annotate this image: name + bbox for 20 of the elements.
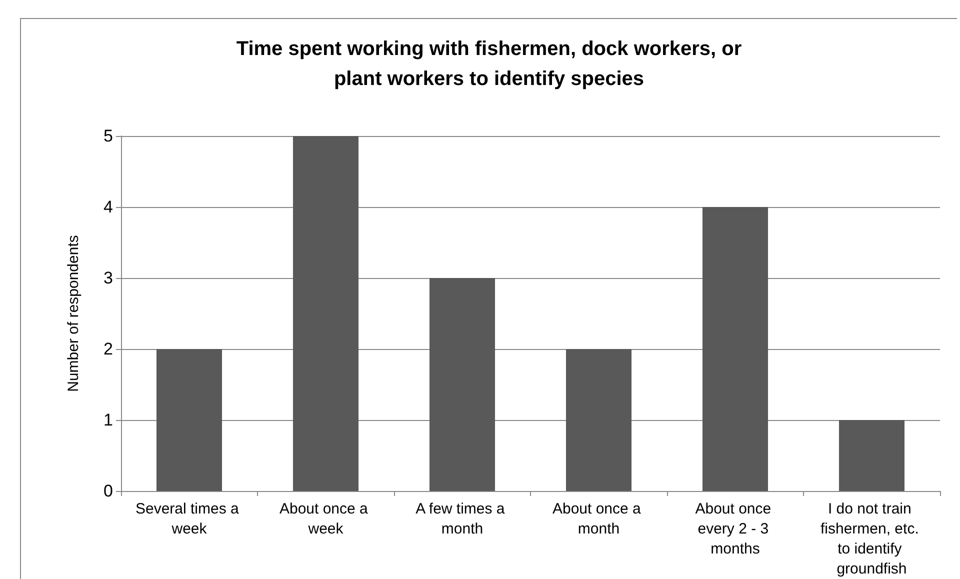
x-tick-label: About once every 2 - 3 months — [695, 500, 776, 558]
bar — [156, 349, 222, 491]
chart-title: Time spent working with fishermen, dock workers, or plant workers to identify species — [236, 38, 742, 90]
y-tick-label: 4 — [104, 198, 113, 216]
bar — [429, 278, 496, 491]
y-tick-label: 3 — [104, 268, 113, 288]
bar — [566, 349, 632, 491]
x-tick-label: Several times a week — [135, 500, 244, 538]
x-tick-label: About once a week — [279, 500, 372, 538]
bar — [702, 207, 768, 491]
x-tick-label: A few times a month — [416, 500, 509, 538]
y-tick-label: 0 — [104, 482, 113, 500]
x-tick-label: I do not train fishermen, etc. to identify groundfish — [820, 500, 924, 578]
y-axis-title: Number of respondents — [65, 235, 82, 392]
y-tick-label: 5 — [104, 126, 113, 146]
bar — [838, 420, 905, 491]
y-tick-label: 1 — [104, 410, 113, 430]
y-tick-label: 2 — [104, 340, 113, 358]
x-tick-label: About once a month — [552, 500, 646, 538]
bar — [292, 136, 359, 491]
